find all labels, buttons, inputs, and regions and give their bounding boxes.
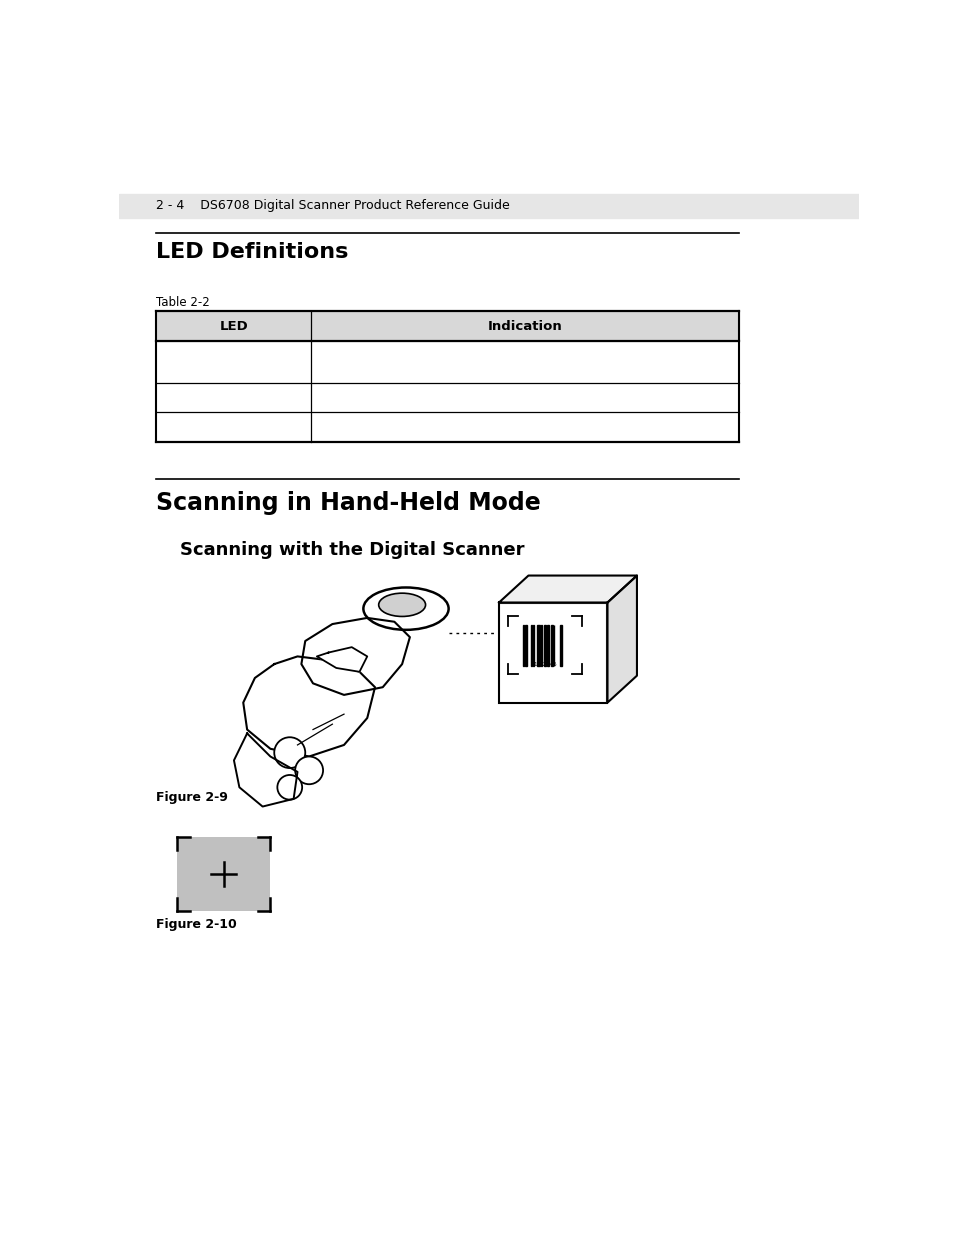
Text: Scanning in Hand-Held Mode: Scanning in Hand-Held Mode: [156, 490, 540, 515]
Text: Figure 2-9: Figure 2-9: [156, 792, 228, 804]
Text: LED: LED: [219, 320, 248, 332]
Polygon shape: [301, 618, 410, 695]
Bar: [530, 625, 532, 666]
Bar: [498, 603, 607, 703]
Circle shape: [277, 776, 302, 799]
Ellipse shape: [363, 588, 448, 630]
Bar: [550, 625, 553, 666]
Text: LED Definitions: LED Definitions: [156, 242, 349, 262]
Bar: [532, 625, 534, 666]
Polygon shape: [316, 647, 367, 672]
Bar: [524, 625, 526, 666]
Bar: [177, 837, 270, 910]
Text: Scanning with the Digital Scanner: Scanning with the Digital Scanner: [179, 541, 523, 559]
Text: Figure 2-10: Figure 2-10: [156, 918, 237, 931]
Polygon shape: [233, 734, 297, 806]
Text: Table 2-2: Table 2-2: [156, 296, 210, 309]
Text: 11 2345: 11 2345: [533, 662, 556, 667]
Bar: [546, 625, 549, 666]
Text: Indication: Indication: [487, 320, 562, 332]
Polygon shape: [498, 576, 637, 603]
Ellipse shape: [378, 593, 425, 616]
Bar: [156, 311, 739, 341]
Circle shape: [274, 737, 305, 768]
Bar: [559, 625, 561, 666]
Polygon shape: [607, 576, 637, 703]
Text: 2 - 4    DS6708 Digital Scanner Product Reference Guide: 2 - 4 DS6708 Digital Scanner Product Ref…: [156, 199, 510, 212]
Bar: [537, 625, 539, 666]
Polygon shape: [243, 656, 375, 757]
Bar: [544, 625, 545, 666]
Circle shape: [294, 757, 323, 784]
Bar: [119, 194, 858, 217]
